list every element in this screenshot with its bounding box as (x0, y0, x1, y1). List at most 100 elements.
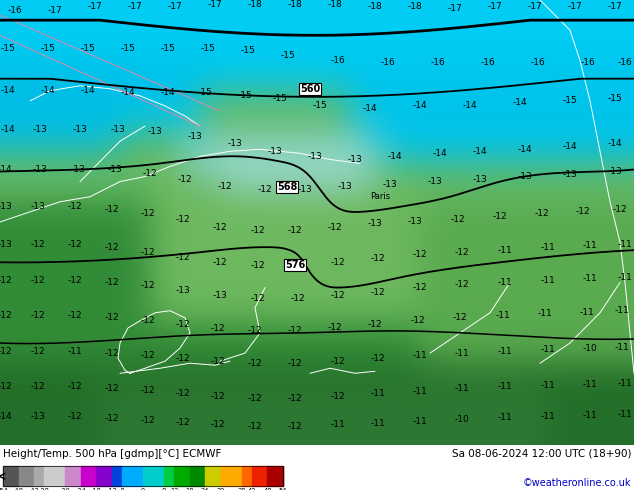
Text: -12: -12 (105, 205, 119, 214)
Text: -11: -11 (413, 351, 427, 360)
Bar (65, 466, 81, 487)
Text: -12: -12 (141, 351, 155, 360)
Text: -14: -14 (413, 101, 427, 110)
Text: -14: -14 (81, 86, 95, 95)
Text: -12: -12 (210, 324, 225, 333)
Text: -12: -12 (493, 212, 507, 221)
Text: -12: -12 (210, 357, 225, 366)
Text: -17: -17 (207, 0, 223, 8)
Text: -13: -13 (32, 165, 48, 174)
Text: -12: -12 (290, 294, 306, 303)
Text: -11: -11 (455, 348, 469, 358)
Bar (18, 466, 34, 487)
Text: -14: -14 (160, 88, 176, 98)
Text: -11: -11 (498, 245, 512, 255)
Text: -11: -11 (330, 420, 346, 429)
Bar (252, 466, 268, 487)
Text: -12: -12 (576, 207, 590, 217)
Text: -12: -12 (534, 209, 549, 219)
Text: -14: -14 (0, 165, 12, 174)
Text: -11: -11 (541, 344, 555, 354)
Text: -12: -12 (331, 392, 346, 401)
Text: -13: -13 (0, 202, 13, 211)
Text: -13: -13 (368, 220, 382, 228)
Bar (174, 466, 190, 487)
Text: -12: -12 (250, 261, 265, 270)
Text: -16: -16 (481, 58, 495, 67)
Text: -11: -11 (541, 276, 555, 285)
Text: -13: -13 (408, 218, 422, 226)
Text: -15: -15 (120, 44, 136, 53)
Text: -12: -12 (328, 323, 342, 332)
Text: -12: -12 (0, 346, 12, 356)
Text: -12: -12 (248, 326, 262, 336)
Text: -12: -12 (30, 276, 45, 285)
Text: -17: -17 (167, 1, 183, 11)
Text: -38: -38 (39, 488, 50, 490)
Text: -15: -15 (562, 97, 578, 105)
Text: -11: -11 (498, 382, 512, 391)
Text: -13: -13 (70, 165, 86, 174)
Text: -12: -12 (217, 182, 232, 191)
Text: -13: -13 (188, 132, 202, 141)
Text: -12: -12 (68, 311, 82, 320)
Text: -12: -12 (248, 422, 262, 431)
Text: -13: -13 (427, 177, 443, 186)
Text: -14: -14 (607, 139, 623, 148)
Text: -12: -12 (288, 326, 302, 336)
Text: 48: 48 (263, 488, 272, 490)
Text: 576: 576 (285, 260, 305, 270)
Text: -12: -12 (68, 382, 82, 391)
Text: 12: 12 (170, 488, 178, 490)
Text: -12: -12 (176, 320, 190, 329)
Text: -14: -14 (513, 98, 527, 107)
Text: -10: -10 (455, 415, 469, 424)
Text: -12: -12 (105, 313, 119, 322)
Text: -12: -12 (455, 280, 469, 289)
Text: -17: -17 (48, 5, 62, 15)
Text: -12: -12 (141, 386, 155, 395)
Text: -12: -12 (288, 261, 302, 270)
Text: -11: -11 (614, 306, 630, 315)
Text: -24: -24 (75, 488, 86, 490)
Text: -12: -12 (105, 243, 119, 252)
Text: -16: -16 (430, 58, 445, 67)
Text: -12: -12 (0, 382, 12, 391)
Text: -16: -16 (531, 58, 545, 67)
Text: -12: -12 (30, 346, 45, 356)
Text: -11: -11 (371, 389, 385, 398)
Text: -11: -11 (614, 343, 630, 351)
Text: -11: -11 (541, 412, 555, 421)
Text: -12: -12 (30, 382, 45, 391)
Text: -13: -13 (108, 165, 122, 174)
Bar (205, 466, 221, 487)
Text: -11: -11 (618, 273, 632, 282)
Text: -12: -12 (107, 488, 117, 490)
Text: -10: -10 (583, 343, 597, 353)
Text: 0: 0 (141, 488, 145, 490)
Text: -8: -8 (119, 488, 126, 490)
Text: -17: -17 (127, 1, 143, 11)
Text: -14: -14 (387, 152, 403, 161)
Text: -13: -13 (30, 412, 46, 421)
Text: -13: -13 (268, 147, 282, 156)
Text: ©weatheronline.co.uk: ©weatheronline.co.uk (522, 478, 631, 488)
Text: -12: -12 (368, 320, 382, 329)
Text: -30: -30 (60, 488, 70, 490)
Text: -18: -18 (408, 1, 422, 11)
Text: -14: -14 (41, 86, 55, 95)
Bar (221, 466, 242, 487)
Text: -12: -12 (257, 185, 273, 194)
Text: -15: -15 (200, 44, 216, 53)
Text: -12: -12 (451, 216, 465, 224)
Text: -11: -11 (583, 241, 597, 250)
Text: -12: -12 (105, 348, 119, 358)
Text: -15: -15 (160, 44, 176, 53)
Text: -11: -11 (413, 387, 427, 396)
Text: -11: -11 (498, 346, 512, 356)
Text: -13: -13 (212, 291, 228, 300)
Text: -12: -12 (30, 311, 45, 320)
Text: -12: -12 (612, 205, 627, 214)
Bar (96, 466, 112, 487)
Text: -14: -14 (432, 149, 448, 158)
